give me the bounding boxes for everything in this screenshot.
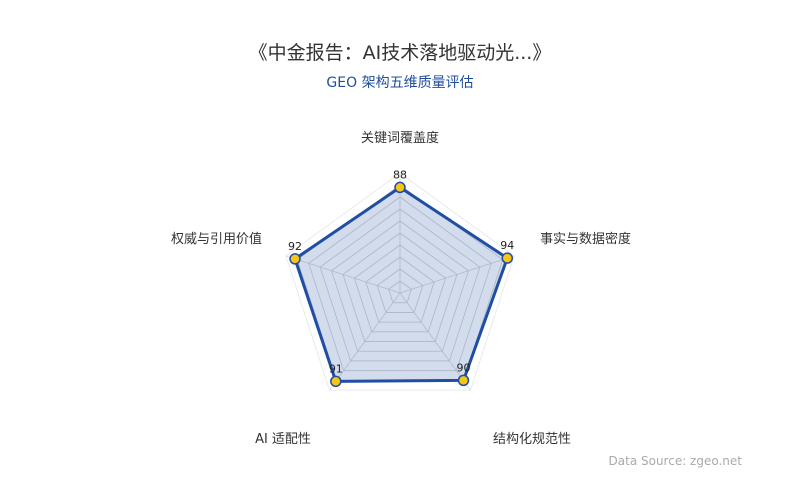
grid-ring bbox=[388, 280, 412, 304]
indicator-label: 关键词覆盖度 bbox=[361, 130, 439, 146]
grid-ring bbox=[308, 196, 492, 372]
data-label: 88 bbox=[393, 168, 407, 181]
grid-ring bbox=[319, 208, 481, 362]
axis-line bbox=[329, 292, 401, 391]
indicator-label: 结构化规范性 bbox=[493, 432, 571, 447]
indicator-label: AI 适配性 bbox=[255, 432, 311, 447]
grid-ring bbox=[365, 256, 435, 323]
data-label: 94 bbox=[500, 239, 514, 252]
axis-line bbox=[399, 292, 471, 391]
chart-title: 《中金报告：AI技术落地驱动光...》 bbox=[248, 42, 552, 64]
axis-line bbox=[399, 255, 515, 294]
grid-ring bbox=[353, 244, 447, 333]
chart-subtitle: GEO 架构五维质量评估 bbox=[326, 75, 474, 91]
data-label: 90 bbox=[456, 361, 470, 374]
indicator-label: 事实与数据密度 bbox=[540, 231, 631, 247]
data-label: 92 bbox=[288, 240, 302, 253]
data-point bbox=[457, 374, 470, 387]
data-point bbox=[501, 252, 514, 264]
data-source: Data Source: zgeo.net bbox=[608, 454, 742, 468]
grid-ring bbox=[376, 268, 424, 313]
data-point bbox=[394, 181, 406, 194]
grid-ring bbox=[285, 172, 515, 391]
grid-ring bbox=[331, 220, 469, 352]
grid-ring bbox=[342, 232, 458, 342]
data-point bbox=[330, 375, 342, 388]
axis-line bbox=[285, 255, 401, 294]
series-area bbox=[293, 185, 509, 383]
data-label: 91 bbox=[329, 362, 343, 375]
indicator-label: 权威与引用价值 bbox=[171, 231, 262, 247]
data-point bbox=[289, 253, 301, 265]
